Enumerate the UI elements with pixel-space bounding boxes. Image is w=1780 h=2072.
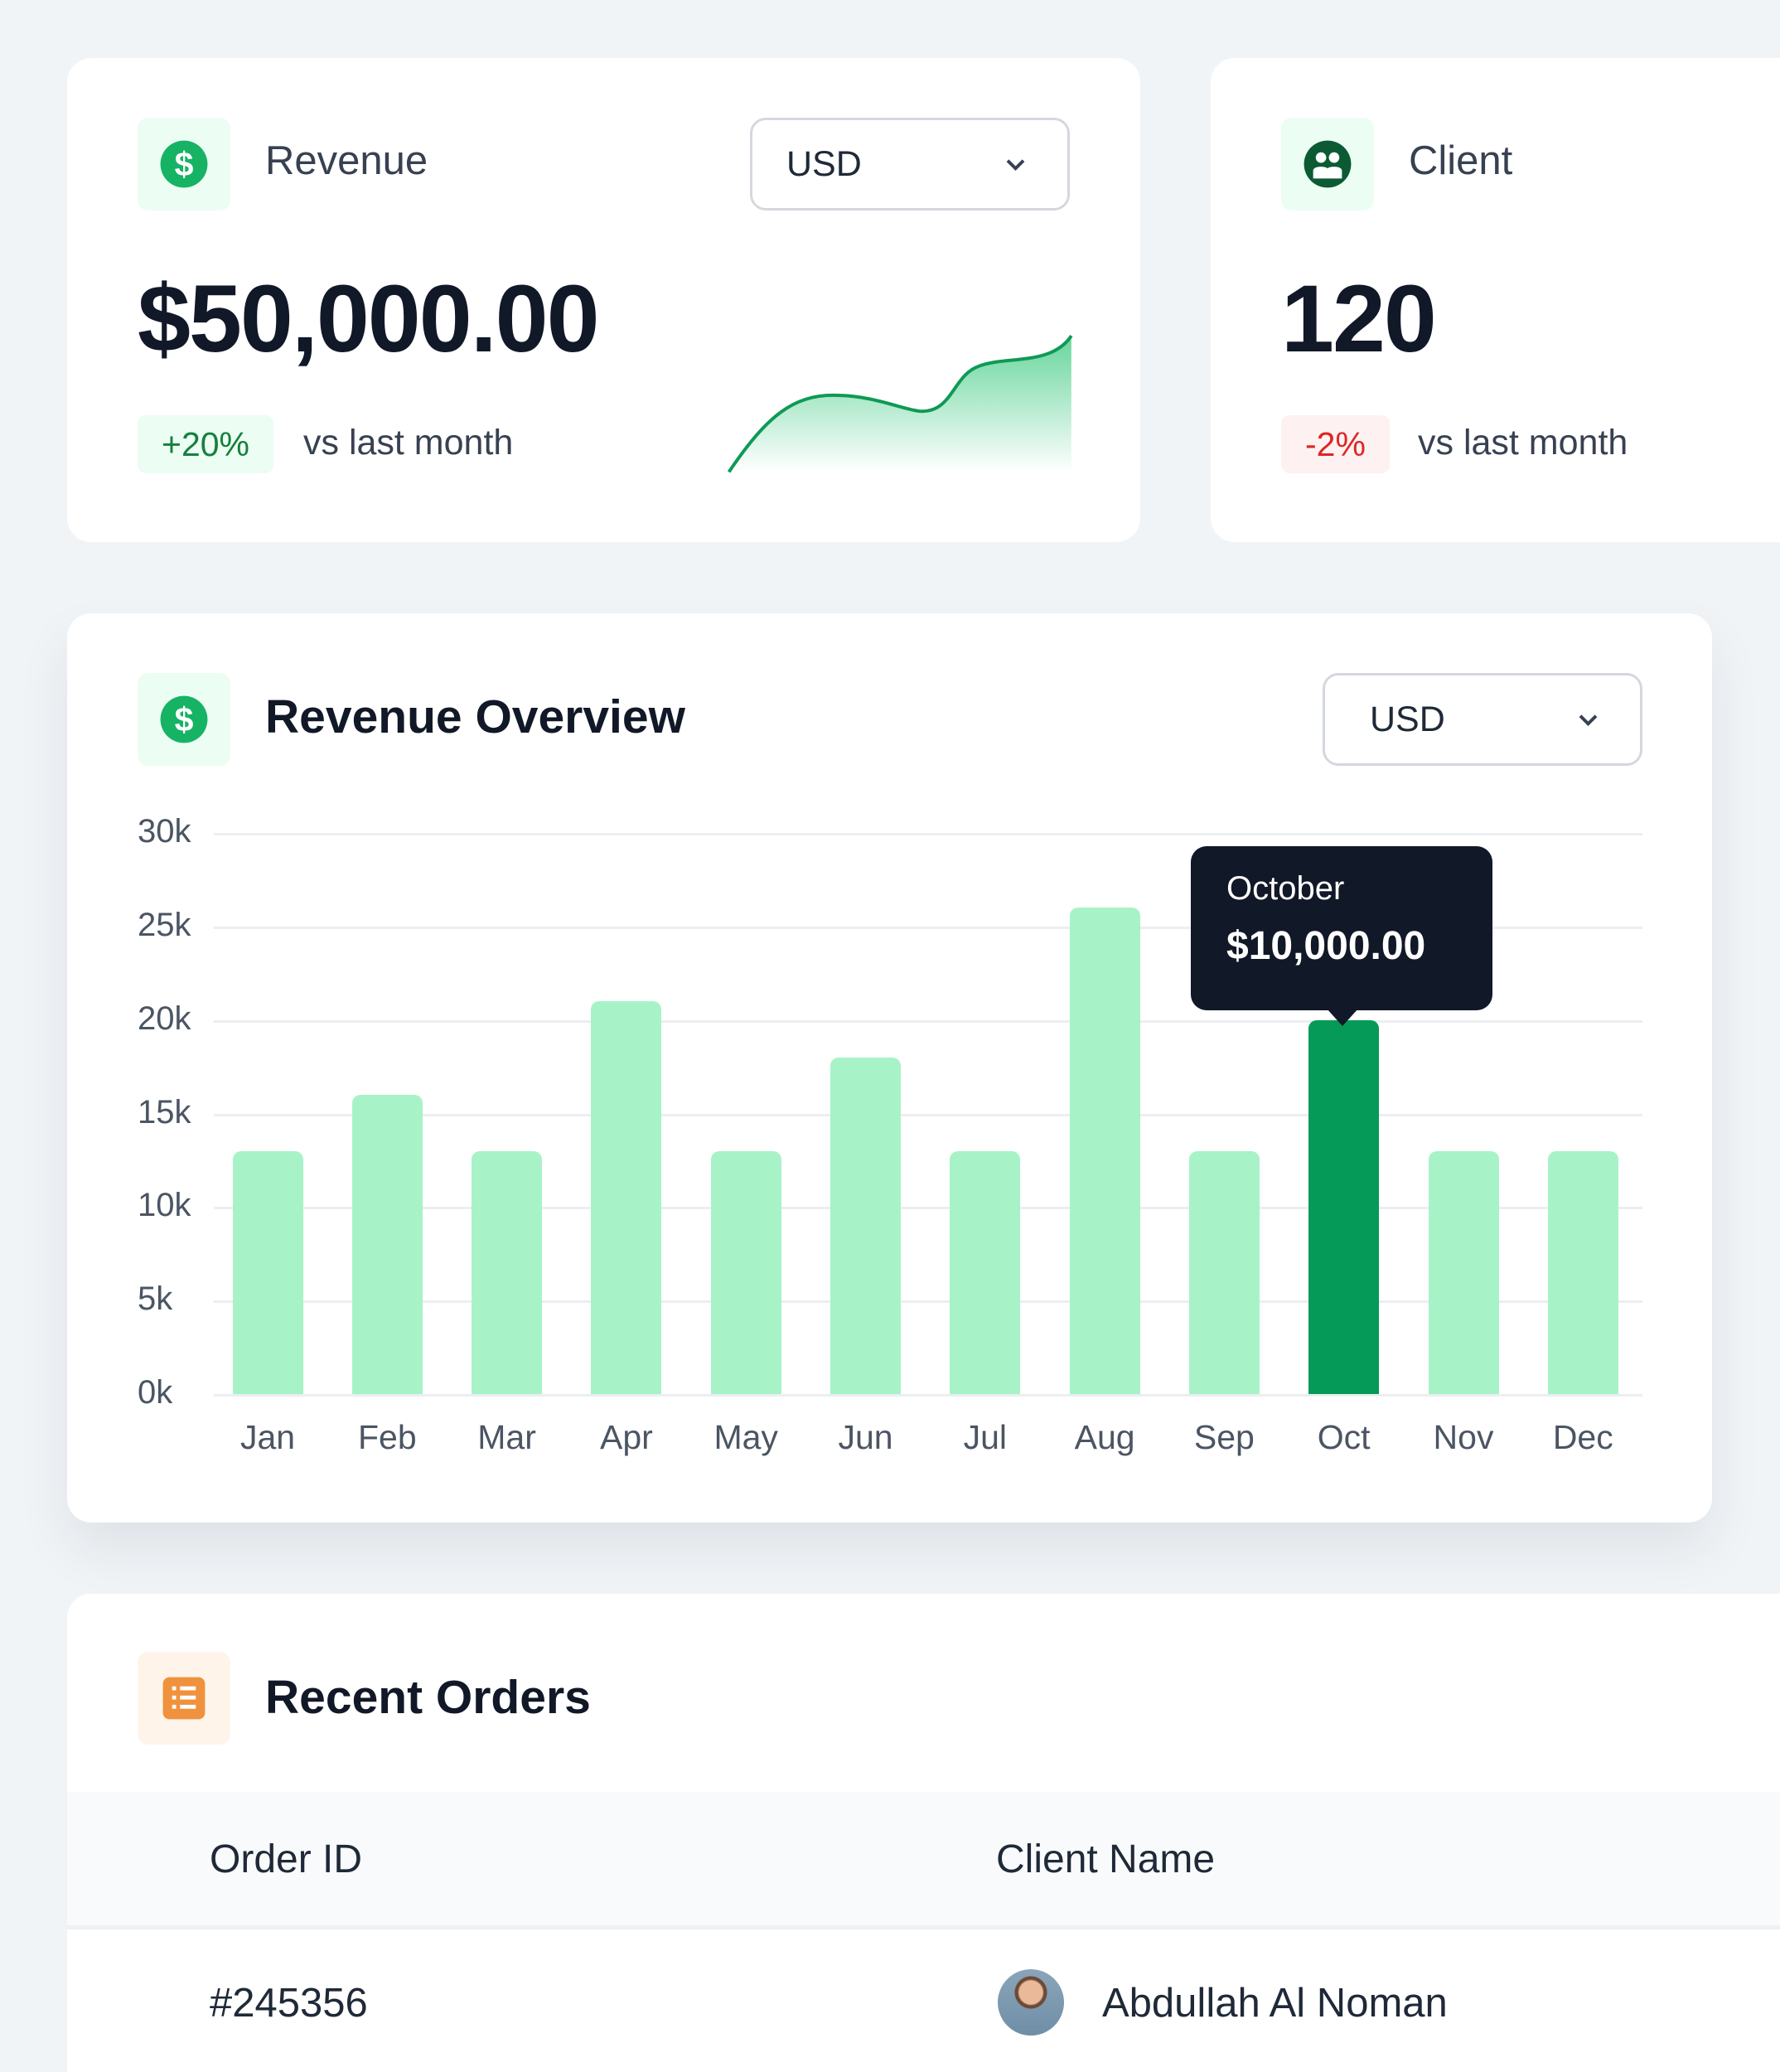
client-card: Client 120 -2% vs last month xyxy=(1211,58,1780,542)
sparkline-line xyxy=(728,334,1073,473)
currency-value: USD xyxy=(786,143,862,184)
x-tick-label: Jan xyxy=(239,1418,296,1456)
gridline xyxy=(214,1113,1642,1116)
tooltip-month: October xyxy=(1226,870,1345,907)
currency-select[interactable]: USD xyxy=(750,118,1070,211)
x-tick-label: Feb xyxy=(357,1418,417,1456)
gridline xyxy=(214,1207,1642,1210)
revenue-change-note: vs last month xyxy=(303,423,514,462)
x-tick-label: Oct xyxy=(1317,1418,1371,1456)
client-label: Client xyxy=(1409,138,1513,183)
y-tick-label: 20k xyxy=(138,1000,191,1037)
gridline xyxy=(214,1394,1642,1397)
bar-jan[interactable] xyxy=(232,1150,303,1394)
revenue-value: $50,000.00 xyxy=(138,266,600,372)
gridline xyxy=(214,926,1642,929)
client-change-note: vs last month xyxy=(1418,423,1628,462)
x-tick-label: May xyxy=(713,1418,778,1456)
dollar-icon-box: $ xyxy=(138,673,230,766)
x-tick-label: Dec xyxy=(1552,1418,1613,1456)
dollar-icon: $ xyxy=(160,695,208,743)
bar-dec[interactable] xyxy=(1547,1150,1618,1394)
dollar-icon: $ xyxy=(160,140,208,188)
column-client-name[interactable]: Client Name xyxy=(996,1837,1216,1881)
overview-title: Revenue Overview xyxy=(265,690,685,743)
bar-oct[interactable] xyxy=(1308,1019,1380,1394)
bar-mar[interactable] xyxy=(472,1150,543,1394)
svg-text:$: $ xyxy=(175,700,194,738)
y-tick-label: 25k xyxy=(138,906,191,943)
list-icon xyxy=(162,1677,206,1720)
bar-aug[interactable] xyxy=(1069,908,1140,1394)
client-value: 120 xyxy=(1281,266,1437,372)
users-icon xyxy=(1304,140,1352,188)
gridline xyxy=(214,1300,1642,1304)
table-row[interactable]: #245356 Abdullah Al Noman xyxy=(67,1934,1780,2072)
chevron-down-icon xyxy=(1579,714,1598,726)
svg-text:$: $ xyxy=(175,145,194,183)
x-tick-label: Aug xyxy=(1074,1418,1135,1456)
bar-may[interactable] xyxy=(710,1150,781,1394)
currency-value: USD xyxy=(1370,699,1445,739)
revenue-card: $ Revenue USD $50,000.00 +20% vs last mo… xyxy=(67,58,1140,542)
revenue-label: Revenue xyxy=(265,138,428,183)
gridline xyxy=(214,833,1642,835)
x-tick-label: Jun xyxy=(838,1418,893,1456)
chevron-down-icon xyxy=(1006,158,1025,171)
y-tick-label: 15k xyxy=(138,1093,191,1130)
client-change-badge: -2% xyxy=(1281,415,1390,473)
orders-title: Recent Orders xyxy=(265,1671,591,1724)
y-tick-label: 10k xyxy=(138,1187,191,1224)
revenue-sparkline xyxy=(728,334,1073,473)
orders-table-header: Order ID Client Name xyxy=(67,1792,1780,1929)
revenue-change-badge: +20% xyxy=(138,415,274,473)
dollar-icon-box: $ xyxy=(138,118,230,211)
y-tick-label: 0k xyxy=(138,1374,173,1411)
recent-orders-card: Recent Orders Order ID Client Name #2453… xyxy=(67,1594,1780,2072)
x-tick-label: Nov xyxy=(1433,1418,1494,1456)
y-tick-label: 5k xyxy=(138,1280,173,1318)
x-tick-label: Mar xyxy=(477,1418,536,1456)
orders-icon-box xyxy=(138,1652,230,1745)
revenue-overview-card: $ Revenue Overview USD 0k 5k 10k 15k 20k 25k 3… xyxy=(67,613,1712,1523)
avatar xyxy=(998,1969,1064,2036)
column-order-id[interactable]: Order ID xyxy=(210,1837,363,1881)
bar-sep[interactable] xyxy=(1188,1150,1260,1394)
x-tick-label: Jul xyxy=(963,1418,1007,1456)
order-id: #245356 xyxy=(210,1981,368,2026)
bar-nov[interactable] xyxy=(1428,1150,1499,1394)
y-tick-label: 30k xyxy=(138,813,191,850)
client-icon-box xyxy=(1281,118,1374,211)
chart-tooltip: October $10,000.00 xyxy=(1191,846,1492,1026)
tooltip-value: $10,000.00 xyxy=(1226,924,1426,968)
revenue-bar-chart: 0k 5k 10k 15k 20k 25k 30k Jan Feb Mar Apr May Jun Jul… xyxy=(67,613,1712,1523)
overview-currency-select[interactable]: USD xyxy=(1323,673,1642,766)
bar-jun[interactable] xyxy=(830,1057,901,1394)
bar-jul[interactable] xyxy=(950,1150,1021,1394)
x-tick-label: Apr xyxy=(599,1418,653,1456)
client-name: Abdullah Al Noman xyxy=(1102,1981,1448,2026)
x-tick-label: Sep xyxy=(1193,1418,1255,1456)
bar-feb[interactable] xyxy=(351,1094,423,1394)
bar-apr[interactable] xyxy=(591,1001,662,1394)
gridline xyxy=(214,1019,1642,1023)
